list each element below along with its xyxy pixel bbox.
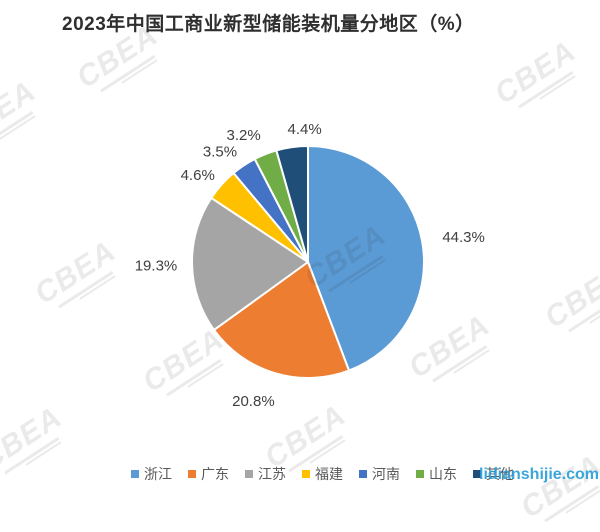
legend-label: 江苏 bbox=[258, 466, 286, 482]
pie-label-浙江: 44.3% bbox=[442, 229, 485, 246]
pie-label-河南: 3.5% bbox=[203, 143, 237, 160]
legend-marker-icon bbox=[245, 470, 253, 478]
legend-item-广东: 广东 bbox=[188, 467, 229, 481]
legend-marker-icon bbox=[416, 470, 424, 478]
pie-label-山东: 3.2% bbox=[226, 127, 260, 144]
pie-label-江苏: 19.3% bbox=[135, 258, 178, 275]
legend-marker-icon bbox=[473, 470, 481, 478]
legend-marker-icon bbox=[302, 470, 310, 478]
pie-slice-其他 bbox=[275, 145, 309, 263]
legend-label: 浙江 bbox=[144, 466, 172, 482]
pie-label-其他: 4.4% bbox=[287, 121, 321, 138]
legend-item-浙江: 浙江 bbox=[131, 467, 172, 481]
legend-marker-icon bbox=[188, 470, 196, 478]
legend-item-江苏: 江苏 bbox=[245, 467, 286, 481]
legend-label: 福建 bbox=[315, 466, 343, 482]
legend-item-山东: 山东 bbox=[416, 467, 457, 481]
chart-legend: 浙江 广东 江苏 福建 河南 山东 其他 bbox=[131, 467, 514, 481]
pie-label-广东: 20.8% bbox=[232, 393, 275, 410]
legend-marker-icon bbox=[359, 470, 367, 478]
pie-label-福建: 4.6% bbox=[181, 167, 215, 184]
chart-title: 2023年中国工商业新型储能装机量分地区（%） bbox=[62, 14, 475, 35]
legend-item-其他: 其他 bbox=[473, 467, 514, 481]
pie-chart: 44.3% 20.8% 19.3% 4.6% 3.5%3.2% 4.4% bbox=[135, 121, 485, 410]
legend-marker-icon bbox=[131, 470, 139, 478]
legend-item-河南: 河南 bbox=[359, 467, 400, 481]
pie-slice-广东 bbox=[213, 261, 350, 379]
pie-slice-江苏 bbox=[191, 196, 309, 331]
legend-label: 山东 bbox=[429, 466, 457, 482]
legend-label: 河南 bbox=[372, 466, 400, 482]
site-watermark-text: lidianshijie.com bbox=[479, 466, 600, 483]
legend-item-福建: 福建 bbox=[302, 467, 343, 481]
legend-label: 其他 bbox=[486, 466, 514, 482]
legend-label: 广东 bbox=[201, 466, 229, 482]
